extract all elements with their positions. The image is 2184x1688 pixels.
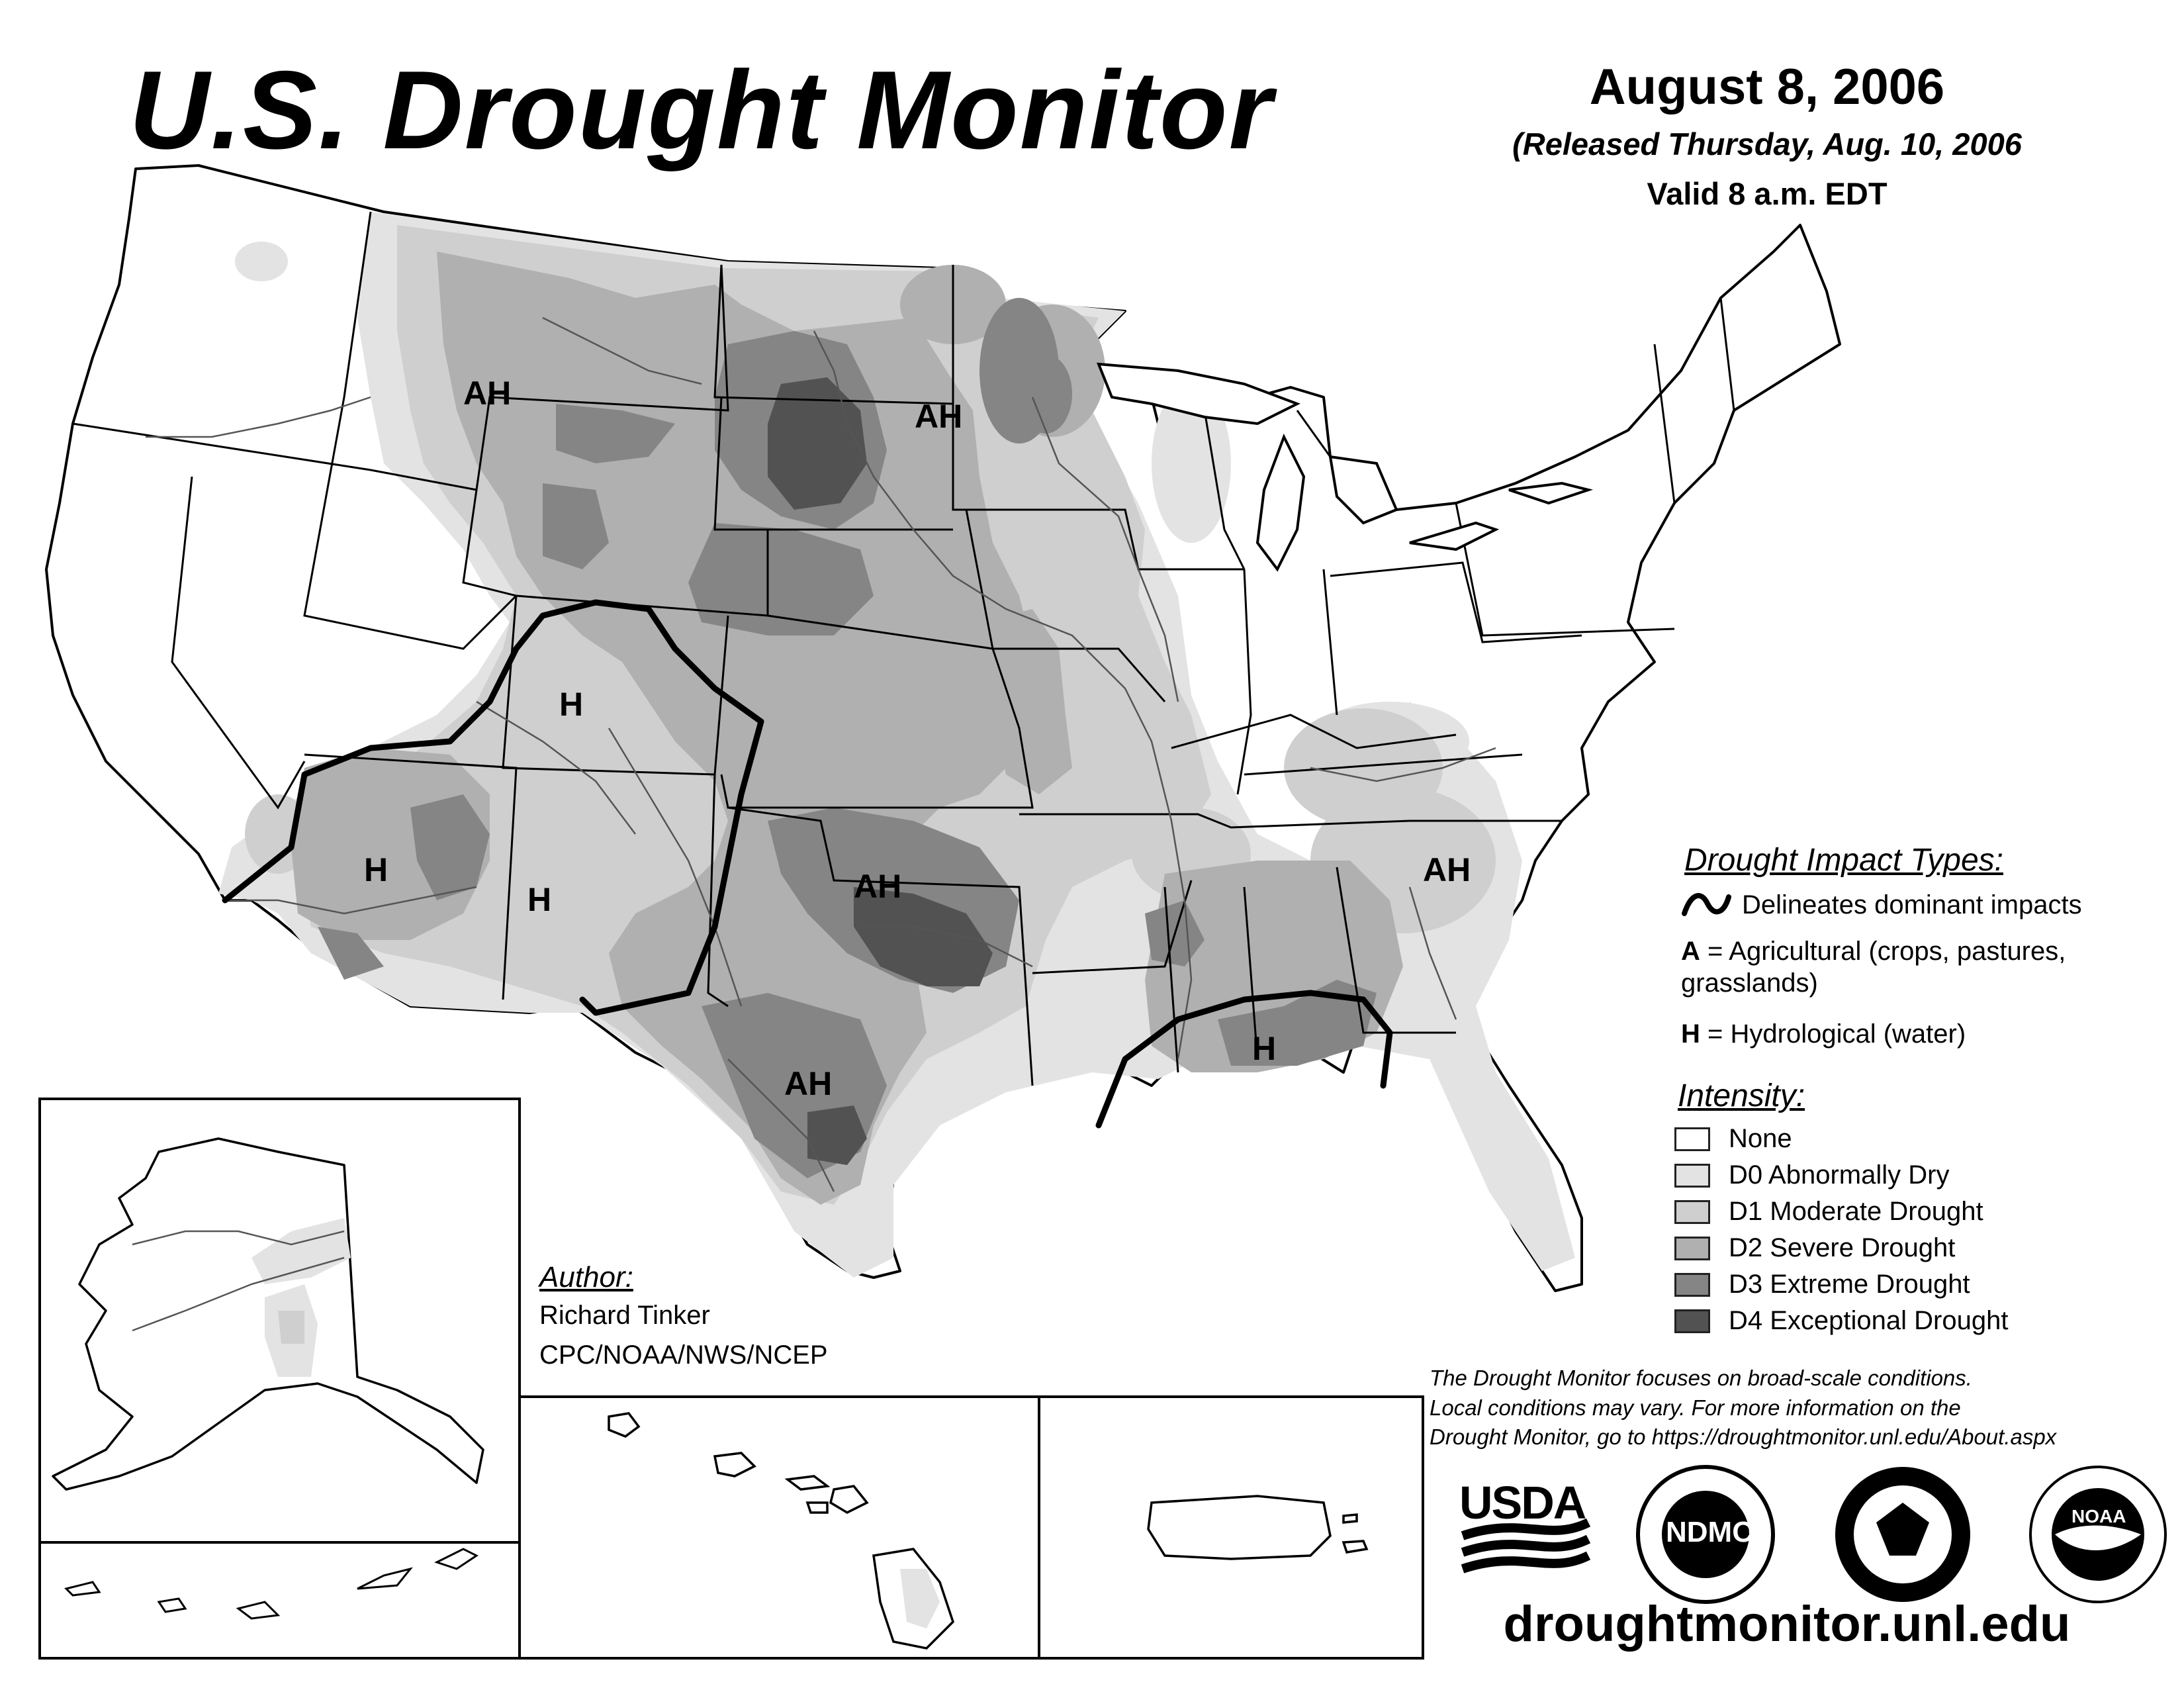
legend-d3: D3 Extreme Drought bbox=[1674, 1270, 1970, 1299]
hydrological-key: H = Hydrological (water) bbox=[1681, 1019, 1966, 1049]
legend-swatch bbox=[1674, 1127, 1710, 1151]
legend-label: D4 Exceptional Drought bbox=[1729, 1306, 2009, 1335]
note-line-1: The Drought Monitor focuses on broad-sca… bbox=[1430, 1366, 1972, 1390]
impact-label: AH bbox=[854, 868, 902, 905]
impact-label: AH bbox=[784, 1065, 833, 1102]
agricultural-key-letter: A bbox=[1681, 937, 1700, 966]
impact-boundaries bbox=[222, 599, 1393, 1129]
note-line-3: Drought Monitor, go to https://droughtmo… bbox=[1430, 1425, 2057, 1450]
legend-d0: D0 Abnormally Dry bbox=[1674, 1160, 1949, 1190]
ndmc-seal bbox=[1636, 1465, 1775, 1604]
legend-d4: D4 Exceptional Drought bbox=[1674, 1306, 2008, 1336]
rivers bbox=[146, 316, 1496, 1192]
intensity-heading: Intensity: bbox=[1678, 1078, 1805, 1113]
legend-swatch bbox=[1674, 1199, 1710, 1224]
impact-types-heading: Drought Impact Types: bbox=[1684, 843, 2003, 878]
legend-swatch bbox=[1674, 1236, 1710, 1260]
author-heading: Author: bbox=[539, 1261, 633, 1293]
impact-label: AH bbox=[915, 398, 963, 435]
commerce-seal bbox=[1835, 1467, 1970, 1602]
hydrological-key-letter: H bbox=[1681, 1019, 1700, 1049]
legend-d1: D1 Moderate Drought bbox=[1674, 1197, 1983, 1227]
author-name: Richard Tinker bbox=[539, 1301, 710, 1330]
noaa-logo: NOAA bbox=[2071, 1506, 2126, 1526]
legend-swatch bbox=[1674, 1309, 1710, 1333]
legend-label: D2 Severe Drought bbox=[1729, 1233, 1956, 1262]
inset-frames bbox=[38, 1098, 1424, 1660]
legend-label: D0 Abnormally Dry bbox=[1729, 1160, 1950, 1190]
hawaii-d0 bbox=[900, 1569, 940, 1628]
d4-areas bbox=[768, 377, 993, 1165]
usda-logo: USDA bbox=[1459, 1477, 1586, 1528]
impact-label: AH bbox=[463, 375, 512, 412]
legend-label: None bbox=[1729, 1124, 1792, 1153]
impact-label: H bbox=[559, 686, 584, 723]
impact-label: AH bbox=[1423, 851, 1471, 888]
alaska bbox=[52, 1137, 484, 1620]
legend-swatch bbox=[1674, 1163, 1710, 1188]
legend-label: D1 Moderate Drought bbox=[1729, 1197, 1983, 1226]
great-lakes bbox=[1096, 362, 1594, 572]
website-url[interactable]: droughtmonitor.unl.edu bbox=[1503, 1596, 2071, 1652]
ndmc-logo: NDMC bbox=[1666, 1516, 1753, 1548]
usda-logo-graphic bbox=[1461, 1518, 1591, 1573]
agricultural-key-desc: = Agricultural (crops, pastures, bbox=[1707, 937, 2066, 966]
d3-areas bbox=[318, 298, 1377, 1178]
author-org: CPC/NOAA/NWS/NCEP bbox=[539, 1340, 828, 1370]
page-title: U.S. Drought Monitor bbox=[129, 48, 1274, 172]
disclaimer-note: The Drought Monitor focuses on broad-sca… bbox=[1430, 1364, 2171, 1452]
impact-label: H bbox=[527, 881, 552, 918]
noaa-seal bbox=[2029, 1466, 2167, 1603]
legend-d2: D2 Severe Drought bbox=[1674, 1233, 1955, 1263]
note-line-2: Local conditions may vary. For more info… bbox=[1430, 1395, 1961, 1420]
legend-swatch bbox=[1674, 1272, 1710, 1297]
agricultural-key: A = Agricultural (crops, pastures, bbox=[1681, 937, 2066, 966]
impact-line-icon bbox=[1682, 893, 1731, 916]
release-date: (Released Thursday, Aug. 10, 2006 bbox=[1512, 126, 2022, 162]
puerto-rico bbox=[1147, 1495, 1369, 1560]
legend-label: D3 Extreme Drought bbox=[1729, 1270, 1970, 1299]
hydrological-key-desc: = Hydrological (water) bbox=[1707, 1019, 1966, 1049]
valid-time: Valid 8 a.m. EDT bbox=[1647, 176, 1888, 211]
impact-line-description: Delineates dominant impacts bbox=[1742, 890, 2082, 919]
hawaii bbox=[608, 1412, 955, 1650]
legend-none: None bbox=[1674, 1124, 1792, 1154]
impact-label: H bbox=[364, 851, 388, 888]
map-date: August 8, 2006 bbox=[1589, 59, 1945, 115]
impact-label: H bbox=[1252, 1030, 1277, 1067]
agricultural-key-desc-2: grasslands) bbox=[1681, 968, 1818, 998]
